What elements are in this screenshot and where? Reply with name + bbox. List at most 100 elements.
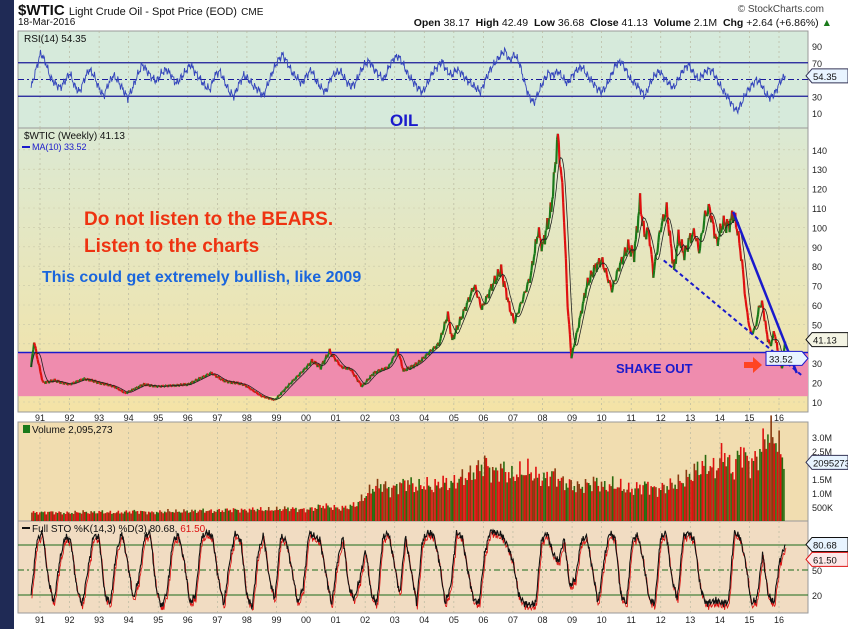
rsi-title: RSI(14) 54.35 [24, 34, 87, 45]
volume-bar [493, 470, 496, 521]
price-bar-up [343, 365, 346, 369]
volume-bar [165, 512, 168, 521]
volume-bar [698, 475, 700, 521]
volume-bar [160, 511, 163, 521]
volume-bar [410, 477, 412, 521]
x-tick-label: 94 [124, 413, 134, 423]
volume-bar [83, 512, 86, 521]
volume-bar [168, 511, 171, 521]
sto-tick-label: 50 [812, 566, 822, 576]
price-bar-up [618, 262, 622, 272]
volume-bar [427, 485, 430, 521]
volume-bar [226, 508, 228, 521]
price-bar-up [487, 289, 491, 299]
volume-bar [685, 469, 688, 521]
x-tick-label: 14 [715, 413, 725, 423]
price-bar-up [584, 288, 588, 299]
volume-bar [440, 487, 443, 521]
price-bar-up [471, 289, 475, 292]
volume-bar [123, 511, 126, 521]
volume-bar [207, 510, 209, 521]
price-bar-down [272, 398, 275, 402]
volume-bar [192, 511, 195, 521]
volume-bar [194, 509, 196, 521]
volume-bar [666, 486, 668, 521]
price-bar-down [772, 330, 776, 335]
volume-bar [208, 510, 211, 521]
ohlc-readout: Open 38.17 High 42.49 Low 36.68 Close 41… [414, 17, 832, 29]
volume-bar [392, 485, 395, 521]
volume-bar [213, 511, 216, 521]
volume-bar [507, 472, 510, 521]
price-bar-down [168, 383, 172, 387]
price-bar-up [303, 367, 306, 371]
volume-bar [48, 511, 51, 521]
volume-bar [645, 483, 648, 521]
volume-bar [610, 486, 612, 521]
volume-bar [445, 477, 448, 521]
volume-bar [127, 512, 129, 521]
price-bar-up [652, 270, 656, 278]
price-bar-up [155, 385, 159, 389]
price-bar-down [558, 165, 562, 168]
price-bar-down [666, 218, 670, 225]
volume-bar [307, 509, 310, 521]
price-bar-down [500, 264, 504, 275]
volume-bar [551, 471, 553, 521]
volume-bar [104, 513, 107, 521]
price-bar-up [287, 384, 290, 387]
price-bar-down [601, 257, 605, 268]
volume-bar [189, 512, 192, 521]
volume-bar [752, 460, 755, 521]
volume-bar [739, 446, 742, 521]
low-label: Low [533, 17, 555, 29]
chg-label: Chg [722, 17, 744, 29]
volume-bar [650, 486, 652, 521]
volume-bar [520, 474, 523, 521]
volume-bar [376, 478, 379, 521]
volume-bar [474, 479, 476, 521]
volume-bar [511, 465, 513, 521]
volume-bar [677, 474, 680, 521]
volume-bar [227, 510, 230, 521]
volume-tick-label: 3.0M [812, 433, 832, 443]
volume-bar [170, 512, 172, 521]
volume-title: Volume 2,095,273 [32, 425, 113, 436]
volume-bar [719, 458, 721, 521]
volume-bar [357, 501, 360, 521]
volume-bar [253, 509, 256, 521]
volume-bar [371, 488, 374, 521]
volume-bar [87, 513, 89, 521]
annotation-charts: Listen to the charts [84, 236, 259, 257]
volume-bar [266, 510, 268, 521]
x-tick-label: 93 [94, 413, 104, 423]
price-bar-down [564, 258, 568, 284]
volume-bar [296, 512, 299, 521]
volume-bar [586, 482, 588, 521]
volume-bar [152, 512, 155, 521]
chart-date: 18-Mar-2016 [18, 17, 76, 28]
price-bar-up [305, 365, 309, 370]
volume-bar [634, 488, 636, 521]
volume-bar [522, 475, 524, 521]
x-tick-label: 92 [65, 413, 75, 423]
volume-bar [235, 509, 238, 521]
volume-bar [379, 484, 382, 521]
volume-bar [680, 482, 683, 521]
volume-bar [295, 507, 297, 521]
volume-bar [162, 513, 164, 521]
price-bar-down [765, 329, 769, 335]
volume-bar [80, 513, 83, 521]
price-bar-up [286, 385, 290, 389]
price-bar-up [309, 361, 312, 364]
volume-bar [103, 513, 105, 521]
volume-bar [237, 509, 240, 521]
volume-bar [600, 481, 603, 521]
volume-bar [359, 501, 361, 521]
volume-bar [218, 508, 220, 521]
volume-bar [373, 491, 376, 521]
volume-bar [171, 511, 174, 521]
volume-bar [466, 480, 468, 521]
price-bar-down [251, 388, 255, 392]
price-bar-down [400, 366, 404, 369]
